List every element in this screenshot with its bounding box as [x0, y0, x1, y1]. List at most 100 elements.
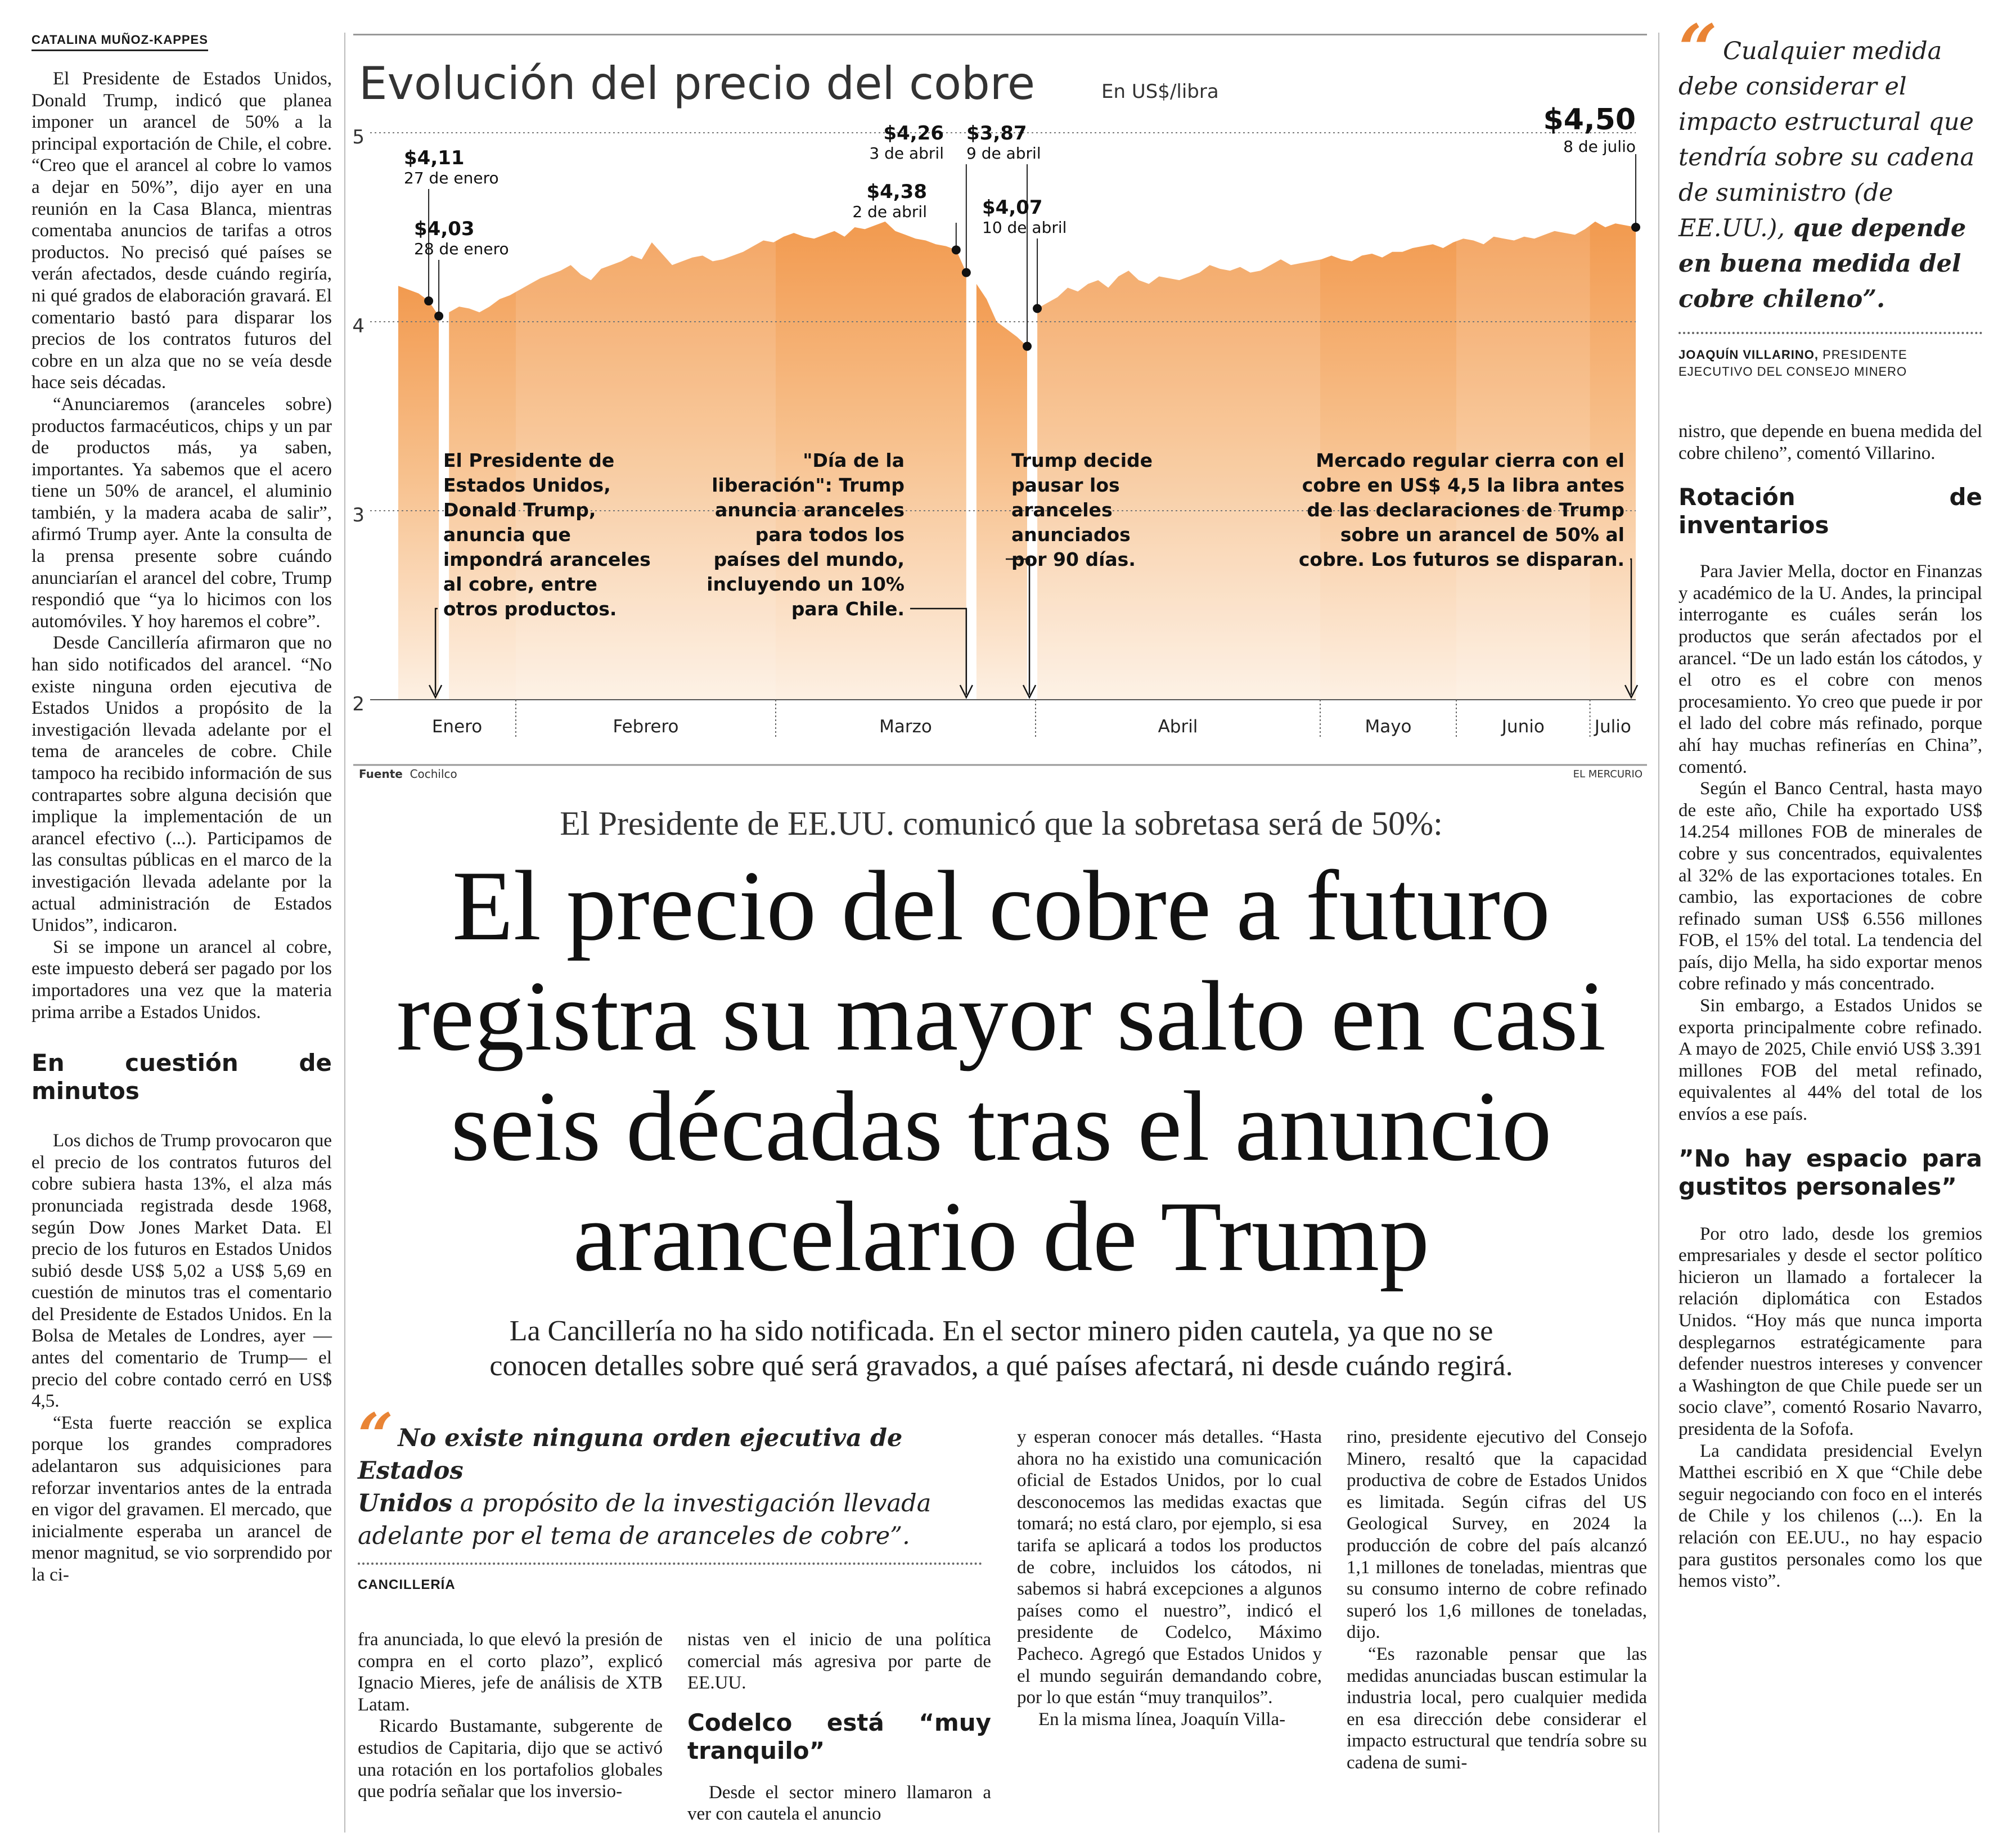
annotation-date: 28 de enero [414, 240, 509, 258]
deck: La Cancillería no ha sido notificada. En… [354, 1314, 1648, 1384]
pull-quote-bold: Unidos [358, 1489, 453, 1518]
pull-quote-text: a propósito de la investigación llevada [452, 1489, 932, 1518]
paragraph: El Presidente de Estados Unidos, Donald … [32, 69, 332, 393]
event-text: Estados Unidos, [443, 474, 611, 496]
annotation-dot [434, 311, 444, 321]
event-connector [434, 607, 438, 695]
annotation-date: 3 de abril [869, 144, 944, 163]
source-value: Cochilco [410, 767, 457, 781]
annotation-value: $4,26 [883, 122, 944, 145]
paragraph: fra anunciada, lo que elevó la presión d… [358, 1629, 663, 1715]
event-text: anuncia que [443, 524, 571, 546]
chart-source: Fuente Cochilco [359, 767, 457, 781]
month-band [1456, 129, 1590, 700]
paragraph: “Es razonable pensar que las medidas anu… [1347, 1644, 1647, 1773]
paragraph: Ricardo Bustamante, subgerente de estudi… [358, 1716, 663, 1802]
y-axis-ticks: 5 4 3 2 [353, 126, 364, 715]
event-text: impondrá aranceles [443, 548, 651, 570]
annotation-date: 8 de julio [1563, 137, 1636, 156]
arrow-icon [1022, 685, 1037, 699]
dotted-rule [1678, 332, 1982, 334]
paragraph: Según el Banco Central, hasta mayo de es… [1678, 778, 1982, 994]
arrow-icon [429, 685, 443, 699]
paragraph: Para Javier Mella, doctor en Finanzas y … [1678, 561, 1982, 777]
event-text: de las declaraciones de Trump [1307, 499, 1624, 521]
chart-top-rule [353, 34, 1647, 35]
event-text: Donald Trump, [443, 499, 596, 521]
event-text: anunciados [1011, 524, 1131, 546]
event-text: anuncia aranceles [715, 499, 904, 521]
chart-title: Evolución del precio del cobre [359, 57, 1035, 110]
headline-line: El precio del cobre a futuro [452, 850, 1551, 961]
paragraph: Si se impone un arancel al cobre, este i… [32, 936, 332, 1023]
annotation-date: 10 de abril [982, 218, 1066, 237]
paragraph: En la misma línea, Joaquín Villa- [1038, 1709, 1286, 1730]
left-article-body: El Presidente de Estados Unidos, Donald … [32, 68, 332, 1586]
subheading: En cuestión de minutos [32, 1049, 332, 1105]
pull-quote-villarino: “Cualquier medida debe considerar el imp… [1678, 16, 1982, 317]
event-text: Mercado regular cierra con el [1316, 449, 1624, 471]
event-text: pausar los [1011, 474, 1120, 496]
paragraph: Desde Cancillería afirmaron que no han s… [32, 633, 332, 936]
annotation-dot [1033, 304, 1042, 313]
subheading: Rotación de inventarios [1678, 483, 1982, 539]
arrow-icon [1624, 685, 1639, 699]
quote-source-name: JOAQUÍN VILLARINO, [1678, 348, 1819, 362]
column-rule [1658, 33, 1659, 1833]
pull-quote-text: adelante por el tema de aranceles de cob… [358, 1522, 910, 1550]
event-connector [1630, 558, 1632, 695]
column-3: nistas ven el inicio de una política com… [687, 1629, 991, 1825]
y-tick-label: 5 [353, 126, 364, 148]
event-text: al cobre, entre [443, 573, 597, 595]
month-label: Enero [432, 717, 482, 737]
paragraph: Por otro lado, desde los gremios empresa… [1678, 1223, 1982, 1439]
annotation-value: $4,50 [1544, 103, 1636, 137]
price-area [398, 286, 439, 700]
paragraph: Los dichos de Trump provocaron que el pr… [32, 1131, 332, 1412]
annotation-dot [424, 296, 434, 306]
paragraph: “Anunciaremos (aranceles sobre) producto… [32, 394, 332, 632]
annotation-value: $4,11 [404, 147, 465, 169]
column-5: rino, presidente ejecutivo del Consejo M… [1347, 1426, 1647, 1774]
annotation-dot [961, 268, 971, 277]
quote-source-role: PRESIDENTE EJECUTIVO DEL CONSEJO MINERO [1678, 348, 1907, 379]
pull-quote-line: “No existe ninguna orden ejecutiva de Es… [358, 1405, 982, 1487]
kicker: El Presidente de EE.UU. comunicó que la … [560, 805, 1443, 842]
pull-quote-source: CANCILLERÍA [358, 1577, 456, 1592]
paragraph: Sin embargo, a Estados Unidos se exporta… [1678, 996, 1982, 1125]
event-text: liberación": Trump [712, 474, 904, 496]
event-connector [1006, 558, 1030, 695]
column-2: fra anunciada, lo que elevó la presión d… [358, 1629, 663, 1803]
headline: El precio del cobre a futuro registra su… [354, 850, 1648, 1291]
chart-unit-label: En US$/libra [1101, 80, 1219, 103]
annotation-date: 9 de abril [966, 144, 1041, 163]
y-tick-label: 2 [353, 693, 364, 715]
month-label: Marzo [879, 717, 932, 737]
month-label: Abril [1158, 717, 1198, 737]
event-text: sobre un arancel de 50% al [1340, 524, 1624, 546]
event-connector [910, 607, 968, 695]
pull-quote-line: Unidos a propósito de la investigación l… [358, 1487, 982, 1520]
annotation-value: $4,07 [982, 196, 1043, 219]
price-area [1037, 221, 1636, 700]
annotation-value: $4,38 [866, 181, 927, 203]
event-text: cobre en US$ 4,5 la libra antes [1302, 474, 1624, 496]
annotation-value: $3,87 [966, 122, 1027, 145]
column-rule [344, 33, 345, 1833]
event-text: El Presidente de [443, 449, 614, 471]
event-text: para Chile. [791, 598, 904, 620]
month-label: Febrero [613, 717, 678, 737]
deck-line: conocen detalles sobre qué será gravados… [489, 1350, 1513, 1382]
price-area [449, 221, 966, 700]
quote-source: JOAQUÍN VILLARINO, PRESIDENTE EJECUTIVO … [1678, 346, 1982, 380]
month-label: Julio [1594, 717, 1631, 737]
headline-line: arancelario de Trump [573, 1181, 1430, 1292]
copper-price-chart: Evolución del precio del cobre En US$/li… [353, 57, 1647, 766]
event-text: otros productos. [443, 598, 616, 620]
annotation-dot [1023, 341, 1032, 351]
subheading: ”No hay espacio para gustitos personales… [1678, 1144, 1982, 1200]
event-text: aranceles [1011, 499, 1113, 521]
annotation-date: 2 de abril [852, 202, 927, 221]
quote-bold: que depende en buena medida del cobre ch… [1678, 214, 1966, 313]
quote-text: Cualquier medida debe considerar el impa… [1678, 37, 1975, 242]
